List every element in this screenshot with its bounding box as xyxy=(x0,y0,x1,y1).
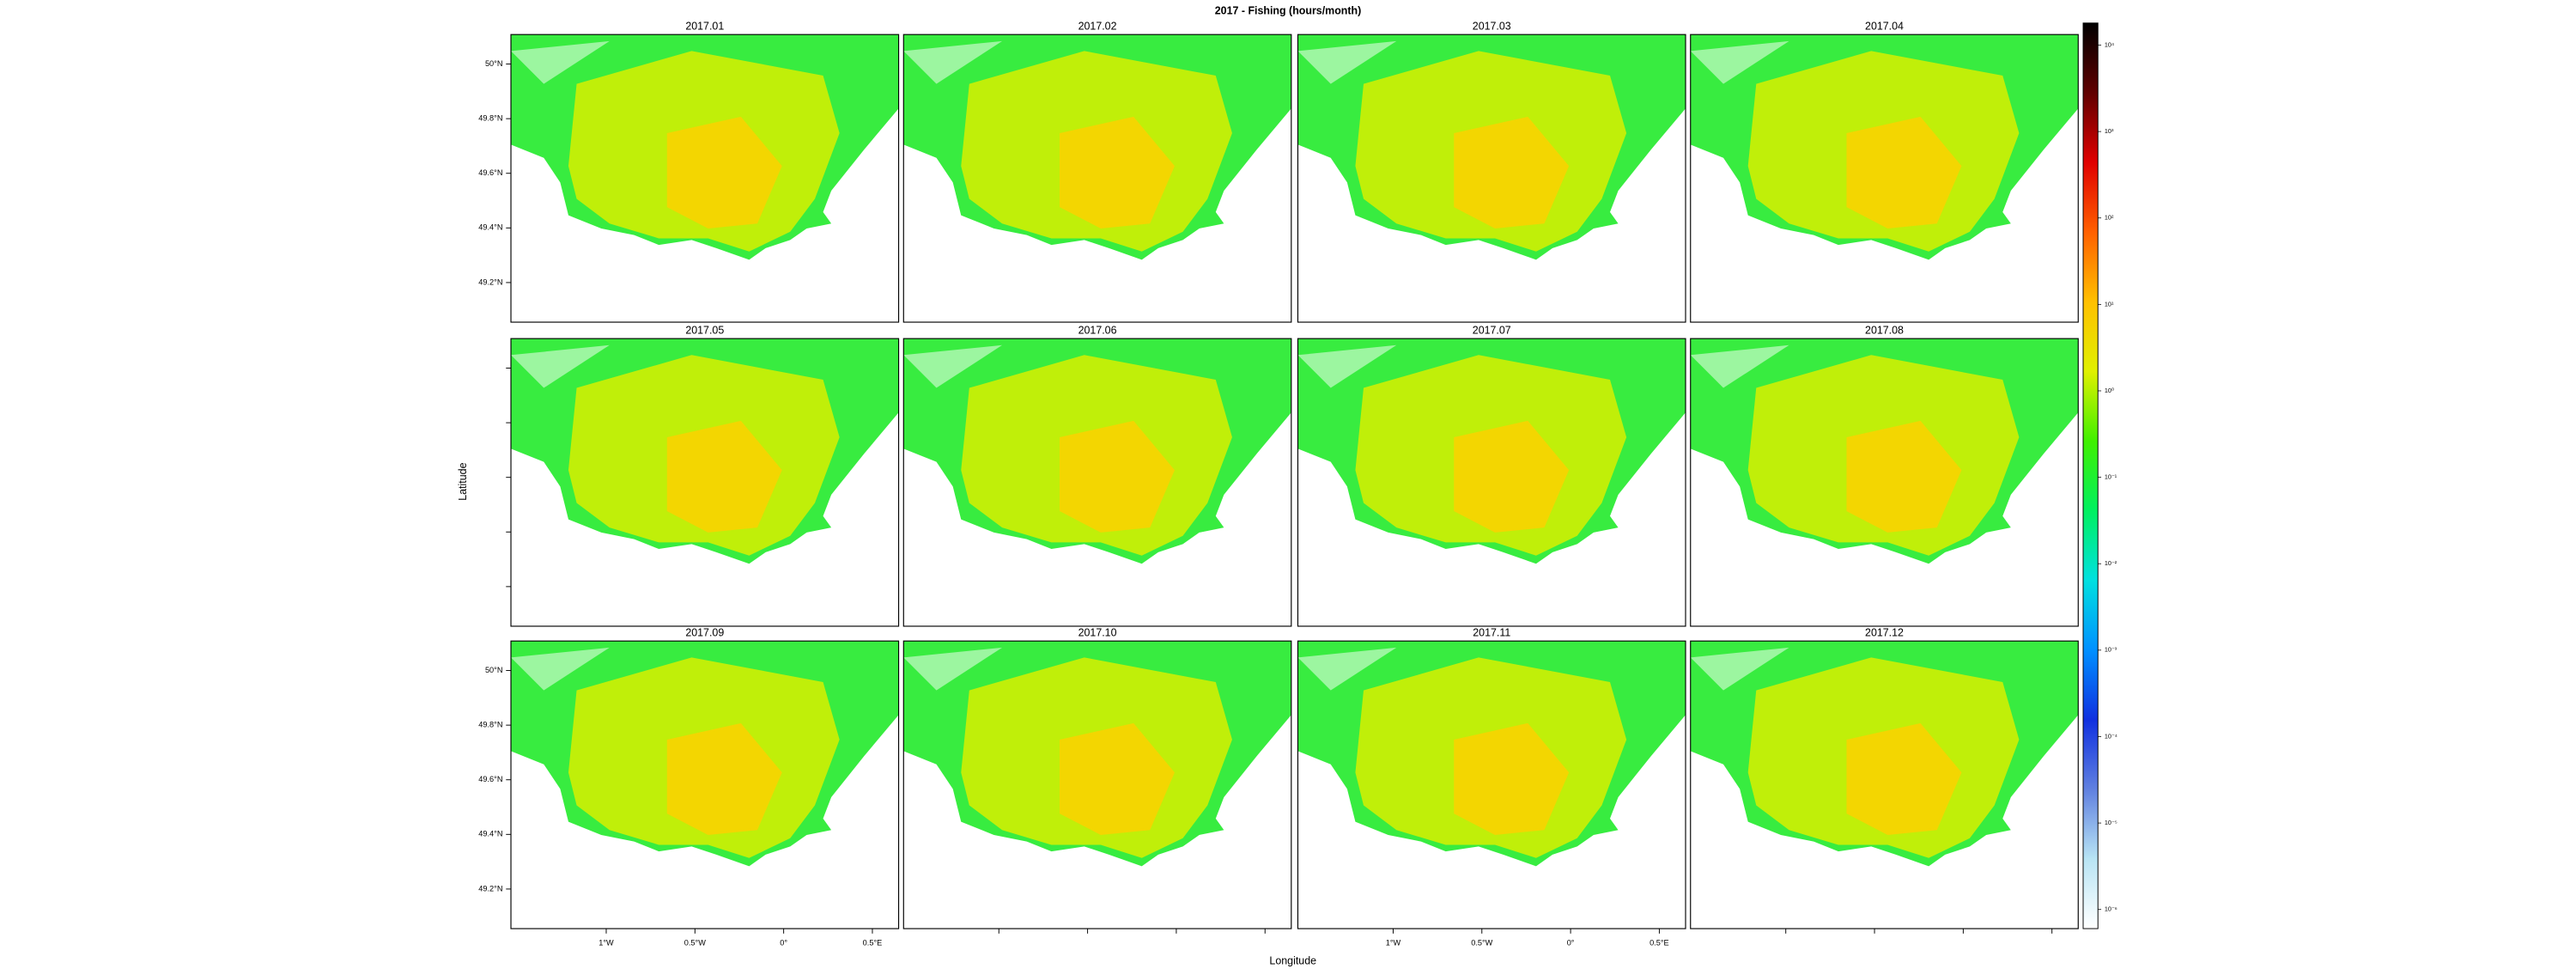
panel-frame xyxy=(1297,640,1686,929)
x-tick-label: 1°W xyxy=(598,939,614,948)
panel-frame xyxy=(1690,640,2079,929)
panel-title: 2017.01 xyxy=(685,20,724,32)
x-tick-label: 0.5°W xyxy=(1471,939,1492,948)
y-tick-label: 49.6°N xyxy=(478,168,502,177)
panel-title: 2017.03 xyxy=(1473,20,1511,32)
x-tick-label: 0° xyxy=(780,939,787,948)
panel-frame xyxy=(1297,34,1686,323)
panel-frame xyxy=(510,338,900,627)
colorbar-tick-label: 10⁻⁴ xyxy=(2105,732,2117,740)
x-tick-label: 0.5°W xyxy=(684,939,706,948)
map-panel xyxy=(511,641,899,867)
map-panel xyxy=(1297,641,1686,867)
y-tick-label: 49.4°N xyxy=(478,830,502,838)
map-panel xyxy=(1690,34,2079,260)
map-panel xyxy=(1690,338,2079,564)
panel-title: 2017.07 xyxy=(1473,324,1511,336)
x-axis-label: Longitude xyxy=(1269,955,1316,967)
chart-title: 2017 - Fishing (hours/month) xyxy=(1215,5,1361,17)
colorbar-tick-label: 10⁴ xyxy=(2105,40,2114,48)
panel-frame xyxy=(1297,338,1686,627)
colorbar-tick-label: 10⁻⁶ xyxy=(2105,905,2117,913)
colorbar-tick-label: 10² xyxy=(2105,214,2114,222)
x-tick-label: 0° xyxy=(1567,939,1575,948)
y-tick-label: 49.6°N xyxy=(478,775,502,783)
colorbar-tick-label: 10³ xyxy=(2105,127,2114,135)
colorbar-tick-label: 10⁰ xyxy=(2105,387,2114,394)
map-panel xyxy=(903,641,1291,867)
map-panel xyxy=(1690,641,2079,867)
colorbar-tick-label: 10¹ xyxy=(2105,300,2114,308)
x-tick-label: 1°W xyxy=(1386,939,1401,948)
colorbar-tick-label: 10⁻¹ xyxy=(2105,473,2117,481)
panel-title: 2017.05 xyxy=(685,324,724,336)
x-tick-label: 0.5°E xyxy=(863,939,883,948)
y-tick-label: 49.2°N xyxy=(478,277,502,286)
y-tick-label: 49.2°N xyxy=(478,884,502,893)
panel-frame xyxy=(902,640,1292,929)
panel-title: 2017.09 xyxy=(685,626,724,638)
panel-title: 2017.02 xyxy=(1078,20,1117,32)
y-tick-label: 49.8°N xyxy=(478,721,502,729)
panel-title: 2017.08 xyxy=(1865,324,1904,336)
panel-title: 2017.10 xyxy=(1078,626,1117,638)
map-panel xyxy=(1297,338,1686,564)
y-tick-label: 50°N xyxy=(485,666,503,674)
panel-frame xyxy=(1690,34,2079,323)
panel-frame xyxy=(510,34,900,323)
colorbar xyxy=(2082,22,2099,929)
y-tick-label: 49.4°N xyxy=(478,223,502,232)
y-axis-label: Latitude xyxy=(457,462,469,500)
map-panel xyxy=(511,338,899,564)
map-panel xyxy=(1297,34,1686,260)
panel-frame xyxy=(902,338,1292,627)
panel-frame xyxy=(1690,338,2079,627)
y-tick-label: 50°N xyxy=(485,59,503,68)
colorbar-tick-label: 10⁻² xyxy=(2105,559,2117,567)
panel-title: 2017.04 xyxy=(1865,20,1904,32)
colorbar-tick-label: 10⁻³ xyxy=(2105,646,2117,654)
panel-frame xyxy=(510,640,900,929)
map-panel xyxy=(903,34,1291,260)
map-panel xyxy=(511,34,899,260)
x-tick-label: 0.5°E xyxy=(1649,939,1669,948)
map-panel xyxy=(903,338,1291,564)
panel-title: 2017.11 xyxy=(1473,626,1510,638)
panel-title: 2017.12 xyxy=(1865,626,1904,638)
colorbar-tick-label: 10⁻⁵ xyxy=(2105,819,2117,826)
panel-frame xyxy=(902,34,1292,323)
panel-title: 2017.06 xyxy=(1078,324,1117,336)
y-tick-label: 49.8°N xyxy=(478,114,502,123)
